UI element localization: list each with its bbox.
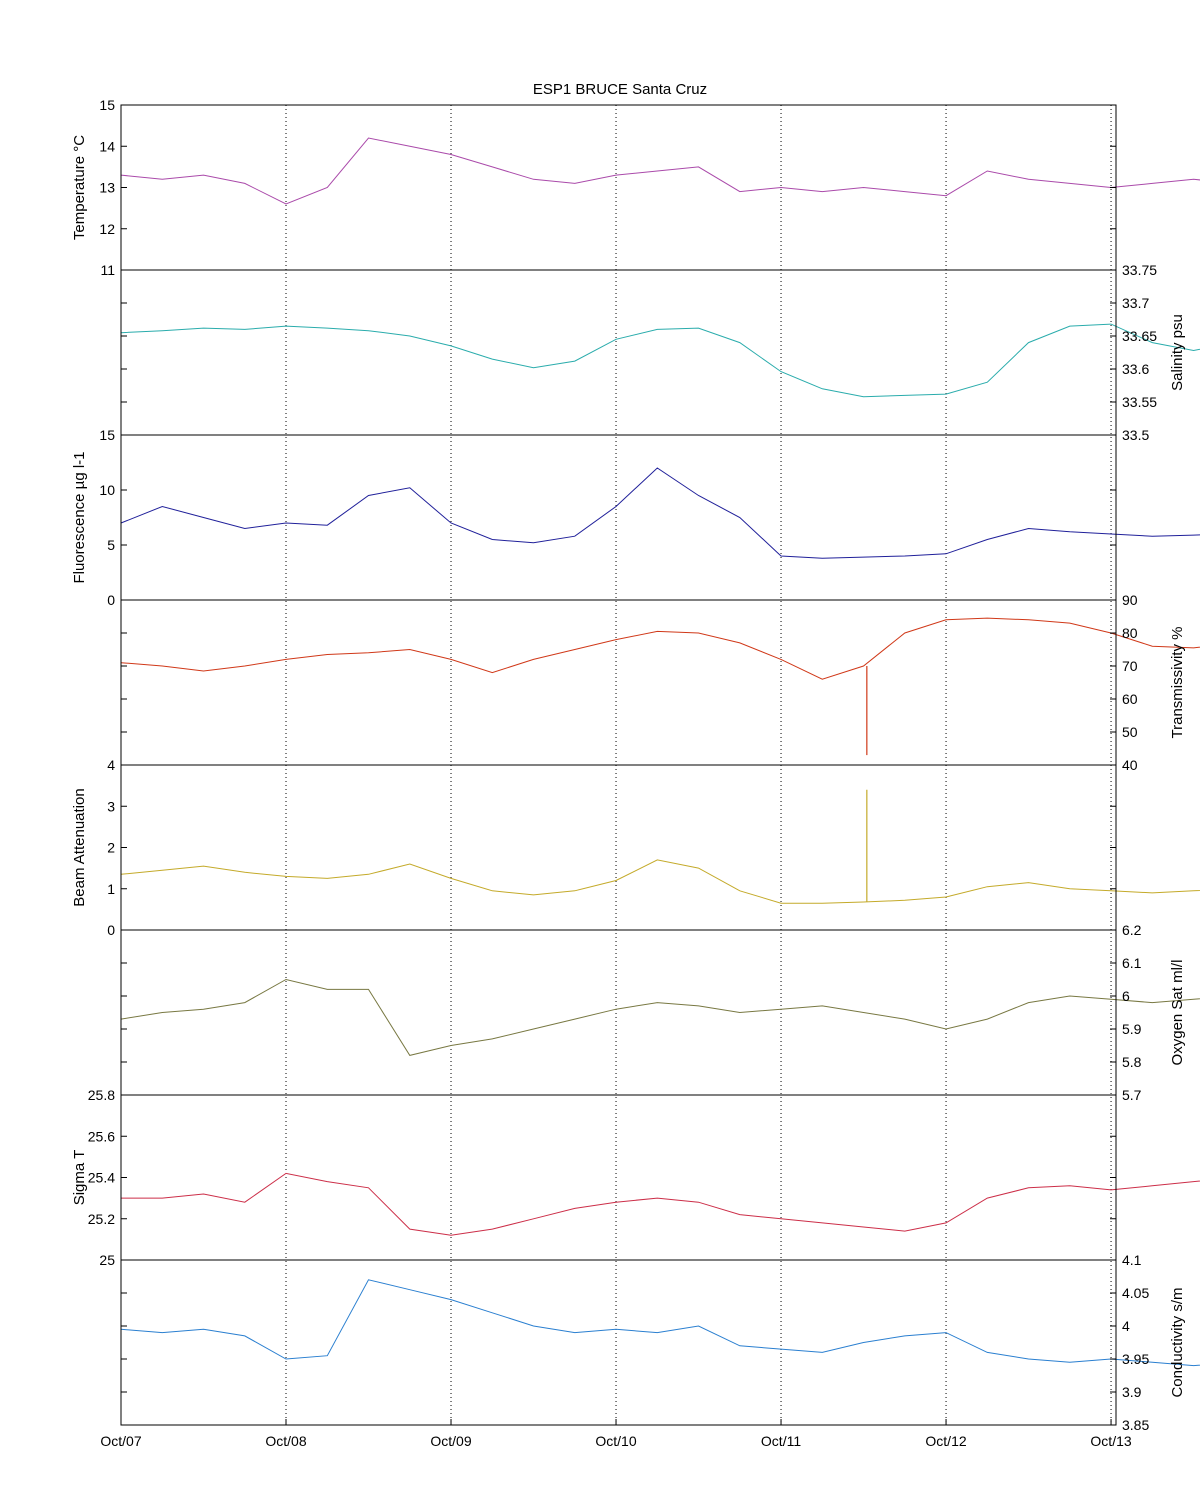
chart-title: ESP1 BRUCE Santa Cruz [533, 81, 707, 98]
conductivity-series-line [120, 1279, 1200, 1367]
transmissivity-series-line [120, 617, 1200, 680]
oxygen_sat-series-line [120, 978, 1200, 1056]
series-layer [120, 137, 1200, 1367]
salinity-ytick-label: 33.65 [1122, 328, 1157, 344]
salinity-panel-frame [120, 269, 1117, 436]
temperature-ytick-label: 11 [100, 262, 115, 278]
salinity-ytick-label: 33.5 [1122, 427, 1149, 443]
transmissivity-ytick-label: 60 [1122, 691, 1138, 707]
fluorescence-panel-frame [120, 434, 1117, 601]
panel-frames [120, 104, 1117, 1426]
xtick-label: Oct/11 [761, 1433, 801, 1449]
temperature-ytick-label: 13 [99, 180, 115, 196]
transmissivity-ytick-label: 90 [1122, 592, 1138, 608]
transmissivity-ytick-label: 70 [1122, 658, 1138, 674]
conductivity-ytick-label: 4.1 [1122, 1252, 1142, 1268]
sigma_t-ytick-label: 25 [99, 1252, 115, 1268]
oxygen_sat-ytick-label: 6.1 [1122, 955, 1142, 971]
oxygen_sat-panel-frame [120, 929, 1117, 1096]
transmissivity-panel-frame [120, 599, 1117, 766]
conductivity-ytick-label: 4 [1122, 1318, 1130, 1334]
salinity-ytick-label: 33.55 [1122, 394, 1157, 410]
conductivity-ytick-label: 3.85 [1122, 1417, 1149, 1433]
beam_attenuation-ytick-label: 2 [107, 840, 115, 856]
xtick-label: Oct/13 [1090, 1433, 1131, 1449]
beam_attenuation-ytick-label: 0 [107, 922, 115, 938]
sigma_t-ytick-label: 25.6 [88, 1128, 115, 1144]
temperature-ytick-label: 15 [99, 97, 115, 113]
sigma_t-ylabel: Sigma T [71, 1150, 88, 1206]
oxygen_sat-ytick-label: 5.9 [1122, 1021, 1142, 1037]
beam_attenuation-series-line [120, 859, 1200, 904]
conductivity-ytick-label: 3.9 [1122, 1384, 1142, 1400]
transmissivity-ytick-label: 50 [1122, 724, 1138, 740]
transmissivity-ylabel: Transmissivity % [1169, 627, 1186, 739]
conductivity-ylabel: Conductivity s/m [1169, 1287, 1186, 1397]
temperature-ytick-label: 12 [99, 221, 115, 237]
fluorescence-series-line [120, 467, 1200, 559]
beam_attenuation-ytick-label: 4 [107, 757, 115, 773]
sigma_t-series-line [121, 1172, 1200, 1236]
temperature-ytick-label: 14 [99, 138, 115, 154]
fluorescence-ytick-label: 5 [107, 537, 115, 553]
temperature-panel-frame [120, 104, 1117, 271]
xtick-label: Oct/09 [430, 1433, 471, 1449]
oxygen_sat-ytick-label: 5.8 [1122, 1054, 1142, 1070]
salinity-ytick-label: 33.75 [1122, 262, 1157, 278]
xtick-label: Oct/12 [925, 1433, 966, 1449]
salinity-ytick-label: 33.6 [1122, 361, 1149, 377]
transmissivity-ytick-label: 40 [1122, 757, 1138, 773]
salinity-ytick-label: 33.7 [1122, 295, 1149, 311]
conductivity-ytick-label: 3.95 [1122, 1351, 1149, 1367]
xtick-label: Oct/10 [595, 1433, 636, 1449]
x-axis: Oct/07 Oct/08 Oct/09 Oct/10 Oct/11 Oct/12 Oct/… [100, 1419, 1132, 1449]
oxygen_sat-ylabel: Oxygen Sat ml/l [1169, 960, 1186, 1066]
conductivity-ytick-label: 4.05 [1122, 1285, 1149, 1301]
salinity-ylabel: Salinity psu [1169, 314, 1186, 391]
temperature-series-line [120, 137, 1200, 205]
sigma_t-ytick-label: 25.8 [88, 1087, 115, 1103]
beam_attenuation-ytick-label: 3 [107, 798, 115, 814]
xtick-label: Oct/07 [100, 1433, 141, 1449]
sigma_t-ytick-label: 25.4 [88, 1170, 115, 1186]
fluorescence-ylabel: Fluorescence µg l-1 [71, 451, 88, 583]
oxygen_sat-ytick-label: 5.7 [1122, 1087, 1142, 1103]
beam_attenuation-ylabel: Beam Attenuation [71, 788, 88, 906]
xtick-label: Oct/08 [265, 1433, 306, 1449]
conductivity-panel-frame [120, 1259, 1117, 1426]
transmissivity-ytick-label: 80 [1122, 625, 1138, 641]
fluorescence-ytick-label: 10 [99, 482, 115, 498]
sigma_t-panel-frame [120, 1094, 1117, 1261]
salinity-series-line [120, 323, 1200, 398]
fluorescence-ytick-label: 15 [99, 427, 115, 443]
fluorescence-ytick-label: 0 [107, 592, 115, 608]
temperature-ylabel: Temperature °C [71, 135, 88, 240]
sigma_t-ytick-label: 25.2 [88, 1211, 115, 1227]
oxygen_sat-ytick-label: 6.2 [1122, 922, 1142, 938]
beam_attenuation-panel-frame [120, 764, 1117, 931]
oxygen_sat-ytick-label: 6 [1122, 988, 1130, 1004]
beam_attenuation-ytick-label: 1 [107, 881, 115, 897]
